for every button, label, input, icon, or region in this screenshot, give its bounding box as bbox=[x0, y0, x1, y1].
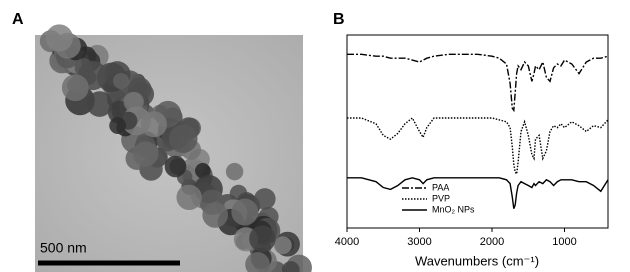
particle bbox=[86, 91, 113, 117]
particle bbox=[109, 117, 127, 134]
particle bbox=[249, 225, 276, 253]
x-tick-label: 2000 bbox=[480, 236, 504, 248]
particle bbox=[281, 261, 300, 272]
scale-bar-label: 500 nm bbox=[40, 240, 87, 256]
particle bbox=[202, 202, 229, 228]
particle bbox=[245, 252, 270, 272]
particle bbox=[45, 24, 73, 52]
tem-image bbox=[35, 24, 312, 272]
particle bbox=[61, 74, 89, 102]
legend-label: PVP bbox=[432, 193, 450, 203]
particle bbox=[140, 111, 167, 138]
particle bbox=[164, 155, 187, 178]
spectrum-line bbox=[347, 177, 609, 209]
particle bbox=[195, 162, 211, 179]
particle bbox=[168, 124, 198, 153]
plot-frame bbox=[346, 34, 609, 229]
spectrum-line bbox=[347, 53, 609, 113]
particle bbox=[176, 184, 202, 211]
spectrum-line bbox=[347, 116, 609, 176]
x-tick-label: 3000 bbox=[407, 236, 431, 248]
panel-label: A bbox=[12, 11, 24, 28]
particle bbox=[225, 162, 244, 181]
x-tick-label: 4000 bbox=[335, 236, 359, 248]
x-axis-label: Wavenumbers (cm⁻¹) bbox=[415, 253, 539, 268]
legend-label: PAA bbox=[432, 182, 449, 192]
panel-label: B bbox=[333, 11, 345, 28]
particle bbox=[133, 141, 159, 167]
particle bbox=[273, 236, 292, 255]
x-tick-label: 1000 bbox=[552, 236, 576, 248]
particle bbox=[231, 198, 259, 226]
particle bbox=[113, 72, 130, 89]
particle bbox=[254, 188, 276, 210]
legend-label: MnO₂ NPs bbox=[432, 204, 475, 214]
